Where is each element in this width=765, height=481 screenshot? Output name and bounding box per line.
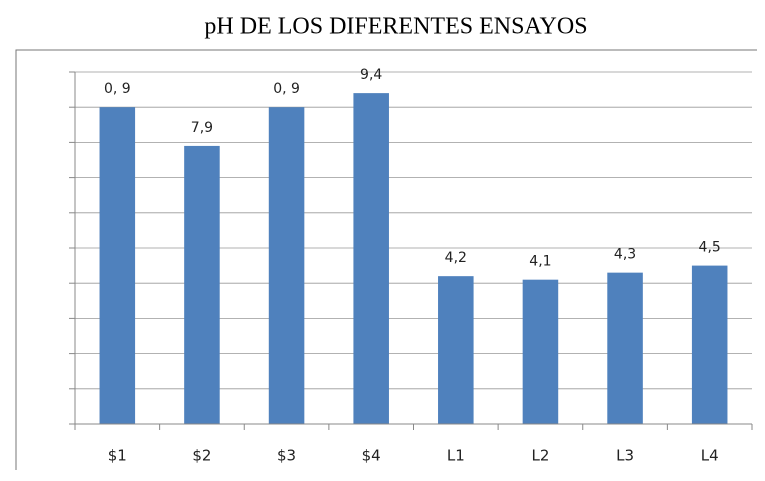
x-tick-label: $1 (108, 447, 127, 465)
x-tick-label: $2 (192, 447, 211, 465)
value-label: 4,2 (445, 250, 467, 266)
value-label: 4,5 (699, 240, 721, 256)
x-tick-label: $3 (277, 447, 296, 465)
bar (522, 279, 559, 424)
value-label: 4,1 (529, 254, 551, 270)
bar (353, 93, 389, 425)
value-label: 0, 9 (104, 81, 131, 97)
value-label: 0, 9 (273, 81, 300, 97)
bar (99, 107, 136, 424)
bar (268, 107, 305, 424)
bar (438, 276, 474, 424)
x-tick-label: L2 (531, 447, 549, 465)
bar (691, 265, 728, 424)
x-tick-label: L3 (616, 447, 634, 465)
bar (184, 145, 220, 425)
chart-border (15, 49, 757, 470)
value-label: 4,3 (614, 247, 636, 263)
value-label: 7,9 (191, 120, 213, 136)
value-label: 9,4 (360, 67, 382, 83)
x-tick-label: L4 (701, 447, 719, 465)
x-tick-label: $4 (362, 447, 381, 465)
x-tick-label: L1 (447, 447, 465, 465)
chart-title: pH DE LOS DIFERENTES ENSAYOS (204, 14, 587, 40)
bar (607, 272, 643, 424)
